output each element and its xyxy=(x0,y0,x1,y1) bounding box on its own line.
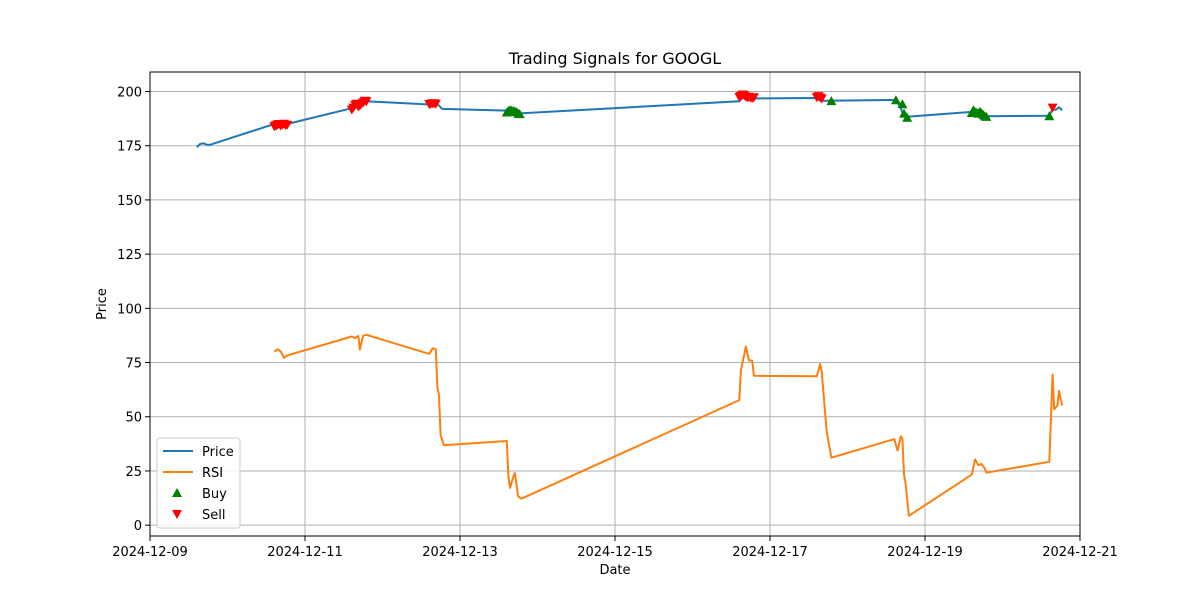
tick-layer: 2024-12-09 2024-12-11 2024-12-13 2024-12-15… xyxy=(112,86,1118,560)
sell-signal-marker xyxy=(430,99,441,109)
y-tick-label: 100 xyxy=(117,302,142,317)
x-tick-label: 2024-12-21 xyxy=(1042,545,1118,560)
legend-price-label: Price xyxy=(202,445,234,460)
buy-signal-marker xyxy=(890,95,901,105)
grid-layer xyxy=(149,72,1081,536)
x-axis-title: Date xyxy=(599,563,630,578)
buy-signal-marker xyxy=(826,96,837,106)
buy-signal-marker xyxy=(897,99,908,109)
y-tick-label: 0 xyxy=(134,519,142,534)
legend-sell-marker xyxy=(172,510,182,519)
chart-title: Trading Signals for GOOGL xyxy=(508,49,721,68)
legend: Price RSI Buy Sell xyxy=(156,437,241,529)
x-tick-label: 2024-12-13 xyxy=(422,545,498,560)
x-tick-label: 2024-12-11 xyxy=(267,545,343,560)
y-tick-label: 125 xyxy=(117,248,142,263)
sell-signal-marker xyxy=(1047,103,1058,113)
y-tick-label: 200 xyxy=(117,86,142,101)
x-tick-label: 2024-12-09 xyxy=(112,545,188,560)
buy-signal-marker xyxy=(1044,111,1055,121)
buy-signal-marker xyxy=(514,109,525,119)
buy-signal-marker xyxy=(902,112,913,122)
sell-signal-marker xyxy=(361,97,372,107)
legend-sell-label: Sell xyxy=(202,508,225,523)
sell-signal-marker xyxy=(748,93,759,103)
rsi-series-line xyxy=(273,333,1064,517)
y-tick-label: 175 xyxy=(117,140,142,155)
y-tick-label: 75 xyxy=(125,357,142,372)
legend-buy-label: Buy xyxy=(202,487,227,502)
y-axis-title: Price xyxy=(95,288,110,320)
legend-rsi-label: RSI xyxy=(202,466,223,481)
legend-box xyxy=(156,437,241,529)
x-tick-label: 2024-12-17 xyxy=(732,545,808,560)
marker-layer xyxy=(269,90,1058,132)
sell-signal-marker xyxy=(816,94,827,104)
y-tick-label: 25 xyxy=(125,465,142,480)
y-tick-label: 150 xyxy=(117,194,142,209)
legend-buy-marker xyxy=(172,488,182,497)
x-tick-label: 2024-12-15 xyxy=(577,545,653,560)
y-tick-label: 50 xyxy=(125,411,142,426)
sell-signal-marker xyxy=(282,120,293,130)
buy-signal-marker xyxy=(981,111,992,121)
x-tick-label: 2024-12-19 xyxy=(887,545,963,560)
